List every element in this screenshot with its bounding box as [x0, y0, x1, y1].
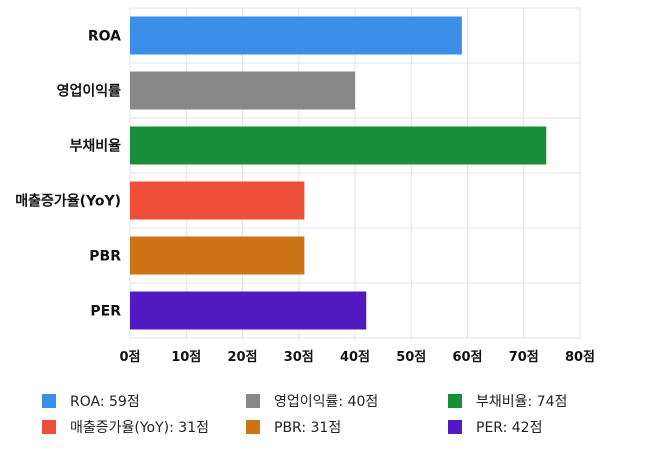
bar-5: [130, 291, 367, 330]
tick-label-3: 30점: [284, 350, 314, 365]
legend-label-0: ROA: 59점: [70, 394, 140, 410]
category-label-0: ROA: [88, 29, 121, 45]
legend-label-1: 영업이익률: 40점: [274, 394, 378, 410]
bar-0: [130, 16, 462, 55]
legend-swatch-2: [448, 394, 462, 408]
legend-swatch-5: [448, 420, 462, 434]
category-label-5: PER: [90, 304, 121, 320]
legend-label-2: 부채비율: 74점: [476, 394, 567, 410]
legend-label-3: 매출증가율(YoY): 31점: [70, 420, 209, 436]
legend-label-4: PBR: 31점: [274, 420, 341, 436]
tick-label-0: 0점: [119, 350, 140, 365]
tick-label-5: 50점: [396, 350, 426, 365]
bars-layer: [130, 16, 547, 330]
tick-label-7: 70점: [509, 350, 539, 365]
legend-swatch-4: [246, 420, 260, 434]
legend-label-5: PER: 42점: [476, 420, 542, 436]
bar-2: [130, 126, 547, 165]
category-label-3: 매출증가율(YoY): [15, 193, 121, 210]
bar-1: [130, 71, 355, 110]
legend-swatch-0: [42, 394, 56, 408]
x-axis-tick-labels: 0점 10점 20점 30점 40점 50점 60점 70점 80점: [119, 350, 595, 365]
grid-layer: [129, 7, 581, 339]
category-label-1: 영업이익률: [57, 83, 122, 100]
bar-4: [130, 236, 305, 275]
tick-label-2: 20점: [227, 350, 257, 365]
bar-3: [130, 181, 305, 220]
legend-swatch-1: [246, 394, 260, 408]
tick-label-8: 80점: [565, 350, 595, 365]
tick-label-6: 60점: [452, 350, 482, 365]
category-label-4: PBR: [89, 249, 121, 265]
legend-swatch-3: [42, 420, 56, 434]
category-label-2: 부채비율: [69, 138, 121, 155]
tick-label-4: 40점: [340, 350, 370, 365]
tick-label-1: 10점: [171, 350, 201, 365]
